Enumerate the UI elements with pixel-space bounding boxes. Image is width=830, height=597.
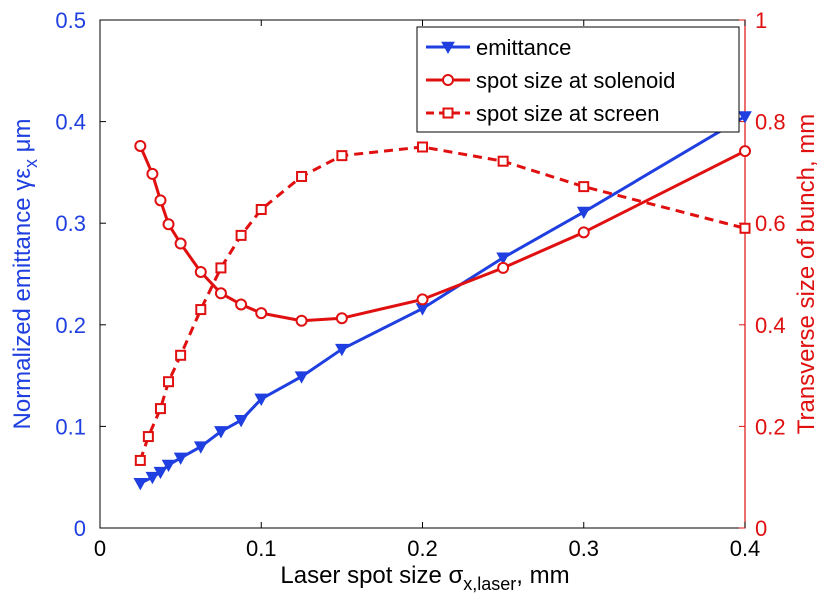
- data-point-spot-size-at-screen: [739, 222, 751, 234]
- data-point-emittance: [193, 441, 208, 454]
- data-point-spot-size-at-solenoid: [739, 145, 751, 158]
- right-y-tick-label: 0.8: [755, 110, 786, 135]
- data-point-spot-size-at-solenoid: [335, 312, 348, 325]
- data-point-spot-size-at-solenoid: [497, 261, 510, 274]
- data-point-spot-size-at-solenoid: [214, 287, 227, 300]
- series-emittance: [133, 111, 752, 491]
- data-point-spot-size-at-solenoid: [154, 194, 167, 207]
- data-point-emittance: [133, 477, 148, 491]
- right-y-tick-label: 0.6: [755, 211, 786, 236]
- series-layer: [133, 111, 752, 491]
- data-point-emittance: [214, 426, 228, 439]
- data-point-spot-size-at-solenoid: [162, 218, 175, 231]
- data-point-spot-size-at-solenoid: [146, 167, 159, 180]
- data-point-spot-size-at-solenoid: [194, 265, 207, 278]
- data-point-spot-size-at-solenoid: [255, 307, 268, 320]
- data-point-emittance: [576, 206, 591, 220]
- data-point-spot-size-at-solenoid: [235, 298, 248, 311]
- data-point-spot-size-at-screen: [497, 155, 509, 167]
- legend-entry-emittance: emittance: [426, 35, 571, 60]
- left-y-axis-title: Normalized emittance γεx μm: [9, 119, 41, 430]
- legend-label: emittance: [476, 35, 571, 60]
- data-point-emittance: [496, 252, 510, 265]
- data-point-spot-size-at-screen: [578, 181, 590, 193]
- x-tick-label: 0.2: [407, 536, 438, 561]
- right-y-tick-label: 1: [755, 8, 767, 33]
- data-point-emittance: [173, 452, 188, 465]
- data-point-spot-size-at-screen: [215, 262, 227, 274]
- left-y-tick-label: 0.4: [55, 110, 86, 135]
- x-tick-label: 0: [94, 536, 106, 561]
- x-tick-label: 0.1: [246, 536, 277, 561]
- data-point-spot-size-at-screen: [134, 454, 146, 466]
- data-point-spot-size-at-screen: [336, 150, 348, 162]
- data-point-spot-size-at-solenoid: [295, 314, 308, 327]
- data-point-emittance: [254, 393, 269, 406]
- data-point-emittance: [294, 371, 309, 384]
- right-y-tick-label: 0.2: [755, 414, 786, 439]
- legend-marker: [442, 107, 454, 119]
- data-point-spot-size-at-solenoid: [416, 293, 429, 306]
- data-point-emittance: [234, 415, 248, 428]
- right-y-axis-title: Transverse size of bunch, mm: [793, 114, 820, 435]
- right-y-axis-ticks: 0 0.2 0.4 0.6 0.8 1: [739, 8, 786, 541]
- legend-marker: [441, 41, 455, 55]
- data-point-emittance: [153, 466, 168, 480]
- x-axis-title: Laser spot size σx,laser, mm: [280, 562, 569, 594]
- data-point-emittance: [161, 459, 176, 473]
- data-point-spot-size-at-screen: [255, 203, 267, 215]
- data-point-spot-size-at-screen: [296, 170, 308, 182]
- series-spot-size-at-screen: [134, 141, 751, 466]
- legend-label: spot size at solenoid: [476, 68, 675, 93]
- data-point-spot-size-at-screen: [235, 229, 247, 241]
- data-point-spot-size-at-solenoid: [134, 139, 147, 152]
- legend-box: [416, 26, 740, 133]
- left-y-tick-label: 0.5: [55, 8, 86, 33]
- x-tick-label: 0.4: [730, 536, 761, 561]
- legend-entries: emittance spot size at solenoid spot size …: [426, 35, 675, 126]
- data-point-spot-size-at-screen: [154, 403, 166, 415]
- data-point-emittance: [335, 343, 349, 357]
- right-y-tick-label: 0.4: [755, 313, 786, 338]
- right-y-tick-label: 0: [755, 516, 767, 541]
- data-point-spot-size-at-screen: [195, 304, 207, 316]
- series-spot-size-at-solenoid: [134, 139, 751, 327]
- data-point-emittance: [145, 471, 160, 485]
- data-point-spot-size-at-solenoid: [174, 237, 187, 250]
- legend-entry-spot-size-at-solenoid: spot size at solenoid: [426, 68, 675, 93]
- left-y-tick-label: 0: [74, 516, 86, 541]
- data-point-spot-size-at-screen: [175, 349, 187, 361]
- data-point-emittance: [738, 111, 752, 124]
- legend-entry-spot-size-at-screen: spot size at screen: [426, 101, 659, 126]
- data-point-spot-size-at-screen: [417, 141, 428, 153]
- data-point-spot-size-at-screen: [163, 376, 175, 388]
- legend-marker: [442, 74, 454, 86]
- legend: emittance spot size at solenoid spot size …: [416, 26, 740, 133]
- left-y-tick-label: 0.1: [55, 414, 86, 439]
- x-axis-ticks: 0 0.1 0.2 0.3 0.4: [94, 20, 760, 561]
- left-y-axis-ticks: 0 0.1 0.2 0.3 0.4 0.5: [55, 8, 106, 541]
- x-tick-label: 0.3: [568, 536, 599, 561]
- left-y-tick-label: 0.2: [55, 313, 86, 338]
- left-y-tick-label: 0.3: [55, 211, 86, 236]
- data-point-spot-size-at-screen: [142, 431, 154, 443]
- legend-label: spot size at screen: [476, 101, 659, 126]
- data-point-spot-size-at-solenoid: [577, 226, 590, 239]
